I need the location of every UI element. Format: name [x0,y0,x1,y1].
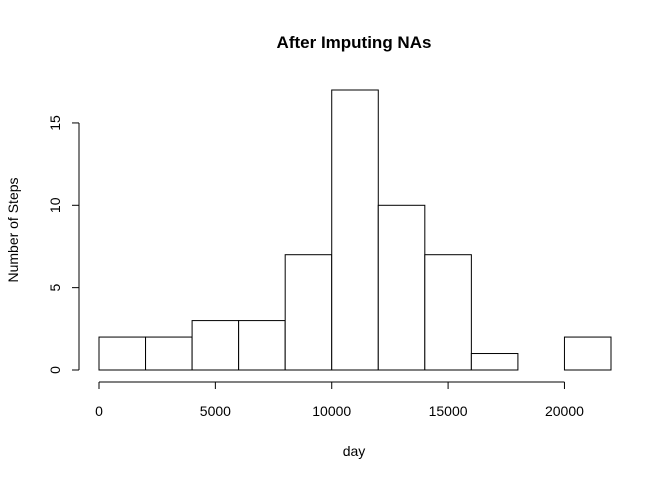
y-tick-label: 5 [47,284,63,292]
histogram-bar [98,336,147,371]
histogram-bar [238,320,286,371]
x-tick-label: 20000 [545,403,584,419]
y-tick-label: 10 [47,197,63,213]
y-tick-label: 15 [47,115,63,131]
bars-group [98,89,612,371]
y-tick-label: 0 [47,366,63,374]
histogram-bar [424,254,472,371]
y-axis: 0 5 10 15 [47,115,80,374]
histogram-bar [284,254,333,371]
histogram-bar [331,89,379,371]
histogram-bar [470,353,519,371]
x-tick-label: 15000 [429,403,468,419]
x-axis: 0 5000 10000 15000 20000 [95,381,584,419]
x-tick-label: 10000 [312,403,351,419]
x-axis-label: day [343,443,366,459]
y-axis-label: Number of Steps [5,177,21,282]
x-tick-label: 0 [95,403,103,419]
histogram-bar [145,336,193,371]
histogram-bar [191,320,240,371]
histogram-bar [377,204,426,371]
histogram-bar [563,336,612,371]
x-tick-label: 5000 [200,403,231,419]
chart-title: After Imputing NAs [277,33,432,52]
